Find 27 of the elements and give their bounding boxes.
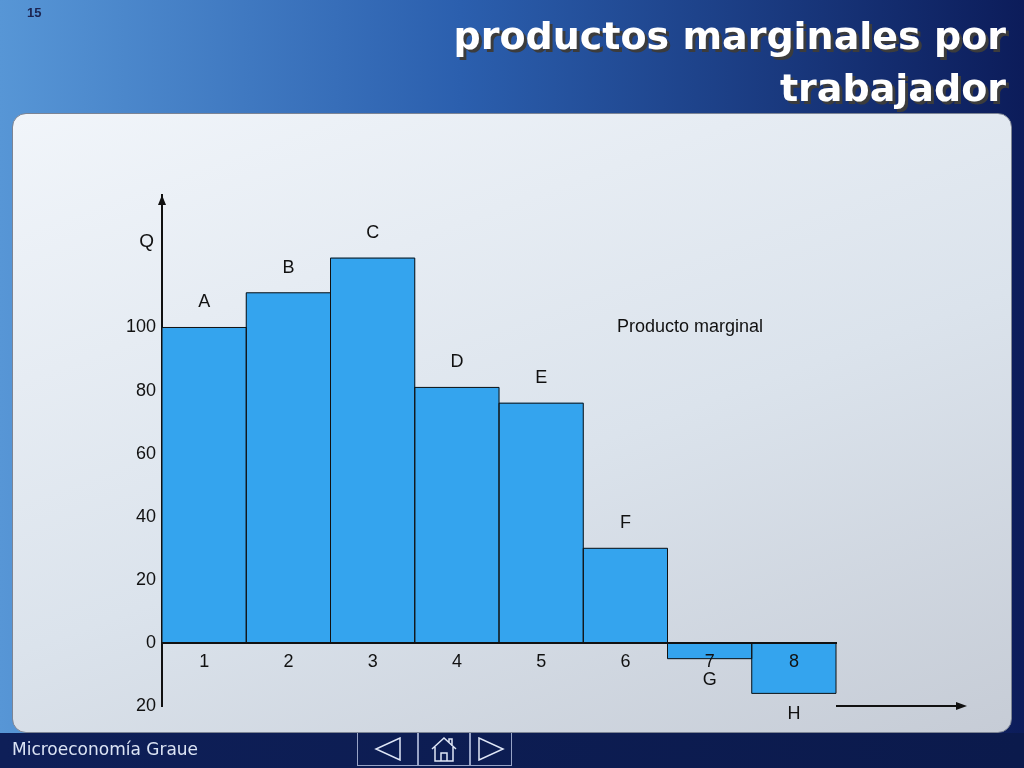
x-tick-label: 5 [536,650,547,671]
y-axis-title: Q [139,230,154,252]
x-tick-label: 6 [620,650,631,671]
y-tick-label: 0 [145,631,156,652]
text: Microeconomía Graue [12,739,199,759]
y-tick-label: 40 [135,505,156,526]
x-tick-label: 3 [367,650,378,671]
annotation: Producto marginal [617,316,764,337]
annotation: F [619,512,631,533]
annotation: D [450,351,464,372]
annotation: E [535,367,548,388]
x-tick-label: 2 [283,650,294,671]
y-tick-label: 80 [135,379,156,400]
annotation: B [282,256,295,277]
annotation: H [787,703,801,724]
y-tick-label: 20 [135,694,156,715]
annotation: G [702,668,717,689]
text: 15 [27,5,42,20]
annotation: C [366,222,380,243]
y-tick-label: 60 [135,442,156,463]
annotation: A [198,291,211,312]
x-tick-label: 4 [451,650,462,671]
y-tick-label: 20 [135,568,156,589]
x-tick-label: 1 [199,650,210,671]
y-tick-label: 100 [125,316,156,337]
chart-title: productos marginales por trabajador [452,13,1006,112]
x-tick-label: 8 [788,650,799,671]
